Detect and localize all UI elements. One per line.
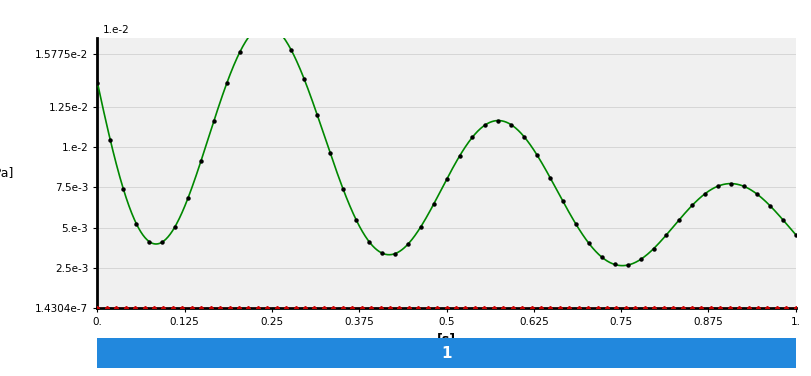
Text: 1.e-2: 1.e-2: [103, 25, 130, 35]
Y-axis label: [MPa]: [MPa]: [0, 167, 14, 179]
Text: 1: 1: [441, 346, 451, 361]
X-axis label: [s]: [s]: [436, 333, 456, 346]
